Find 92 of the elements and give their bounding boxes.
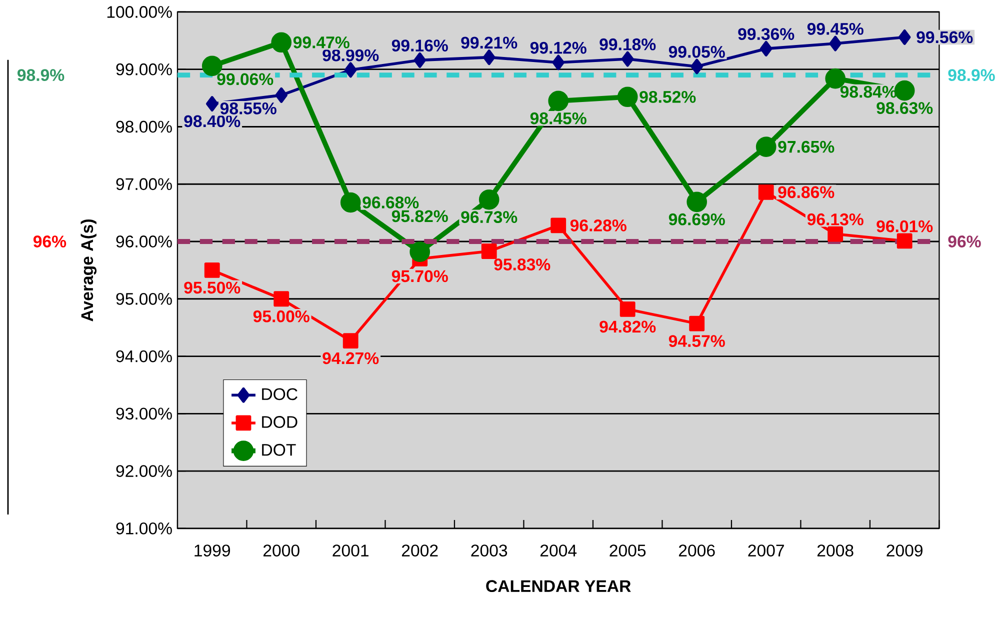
y-tick-label: 100.00% — [107, 6, 172, 18]
data-label: 96.28% — [570, 219, 626, 232]
y-tick-label: 97.00% — [116, 178, 172, 190]
data-label: 95.70% — [392, 270, 448, 282]
data-label: 96.69% — [668, 213, 725, 226]
data-label: 99.12% — [530, 42, 586, 54]
data-label: 99.56% — [916, 31, 973, 44]
point — [760, 40, 772, 56]
data-label: 95.83% — [494, 258, 550, 270]
y-axis-title: Average A(s) — [80, 219, 96, 322]
point — [756, 136, 776, 157]
text: 98.9% — [18, 69, 64, 81]
legend-label: DOT — [262, 444, 296, 456]
y-tick-label: 98.00% — [116, 120, 172, 133]
point — [204, 262, 220, 278]
data-label: 99.16% — [392, 40, 448, 52]
data-label: 98.99% — [322, 49, 379, 62]
data-label: 96.01% — [876, 220, 933, 232]
point — [898, 29, 911, 45]
point — [686, 192, 708, 212]
data-label: 99.05% — [668, 46, 725, 58]
x-axis-title: CALENDAR YEAR — [486, 580, 631, 592]
point — [758, 184, 774, 200]
point — [206, 96, 218, 112]
data-label: 98.63% — [876, 102, 933, 114]
data-label: 99.21% — [461, 36, 518, 49]
y-tick-label: 93.00% — [116, 408, 172, 420]
data-label: 98.45% — [530, 112, 586, 124]
data-label: 98.52% — [640, 90, 696, 103]
point — [340, 192, 361, 213]
point — [342, 332, 358, 348]
point — [274, 291, 290, 307]
point — [620, 301, 636, 317]
data-label: 99.45% — [807, 22, 864, 35]
point — [689, 316, 705, 332]
point — [690, 58, 703, 74]
point — [896, 233, 912, 249]
point — [410, 242, 430, 262]
point — [478, 189, 500, 210]
x-tick-label: 2007 — [748, 544, 784, 556]
data-label: 94.57% — [668, 334, 725, 347]
data-label: 98.40% — [184, 115, 240, 128]
x-tick-label: 2002 — [402, 544, 438, 556]
data-label: 96.13% — [807, 213, 864, 226]
ref-line-label: 96% — [948, 235, 981, 248]
point — [617, 86, 638, 107]
y-tick-label: 99.00% — [116, 63, 172, 76]
data-label: 99.06% — [217, 73, 274, 86]
x-tick-label: 2006 — [678, 544, 715, 556]
point — [271, 32, 292, 52]
ref-line-label: 98.9% — [948, 69, 995, 81]
point — [894, 80, 915, 101]
point — [548, 90, 569, 111]
data-label: 97.65% — [778, 140, 834, 153]
point — [828, 226, 844, 242]
data-label: 96.86% — [778, 186, 834, 198]
point — [550, 218, 566, 234]
y-tick-label: 91.00% — [116, 522, 172, 534]
legend-label: DOC — [262, 388, 298, 400]
data-label: 96.68% — [362, 196, 419, 208]
x-tick-label: 1999 — [194, 544, 230, 556]
point — [344, 62, 357, 78]
point — [481, 243, 497, 259]
text: 96% — [33, 235, 66, 248]
point — [829, 36, 842, 52]
point — [414, 52, 426, 68]
data-label: 94.27% — [322, 352, 379, 364]
x-tick-label: 2005 — [610, 544, 646, 556]
x-tick-label: 2008 — [817, 544, 854, 556]
data-label: 99.36% — [738, 28, 794, 40]
data-label: 96.73% — [461, 211, 518, 223]
x-tick-label: 2004 — [540, 544, 577, 556]
legend-label: DOD — [262, 416, 298, 428]
point — [275, 87, 288, 103]
data-label: 99.47% — [293, 36, 350, 48]
point — [552, 54, 564, 70]
point — [621, 51, 634, 67]
y-tick-label: 96.00% — [116, 235, 172, 248]
y-tick-label: 95.00% — [116, 292, 172, 305]
data-label: 95.82% — [392, 210, 448, 222]
data-label: 95.50% — [184, 282, 240, 294]
x-tick-label: 2009 — [886, 544, 922, 556]
data-label: 95.00% — [253, 310, 310, 322]
data-label: 98.55% — [220, 102, 276, 114]
data-label: 94.82% — [600, 320, 656, 333]
x-tick-label: 2003 — [471, 544, 508, 556]
x-tick-label: 2000 — [263, 544, 300, 556]
point — [482, 50, 496, 65]
data-label: 99.18% — [600, 38, 656, 50]
y-tick-label: 94.00% — [116, 350, 172, 362]
x-tick-label: 2001 — [332, 544, 368, 556]
y-tick-label: 92.00% — [116, 465, 172, 477]
